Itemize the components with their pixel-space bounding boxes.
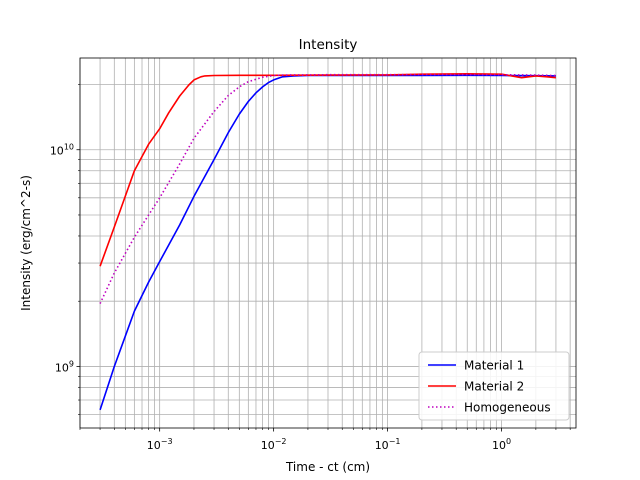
chart-title: Intensity	[299, 37, 358, 53]
legend-label-material-2: Material 2	[464, 380, 524, 394]
legend-box	[418, 351, 570, 421]
legend-label-homogeneous: Homogeneous	[464, 401, 551, 415]
x-tick-label: 10−1	[375, 437, 401, 452]
y-tick-label: 1010	[50, 143, 74, 158]
series-line-material-1	[99, 74, 556, 411]
legend-label-material-1: Material 1	[464, 359, 524, 373]
series-line-material-2	[99, 73, 556, 267]
series-line-homogeneous	[99, 73, 556, 304]
x-tick-label: 100	[492, 437, 511, 452]
ticks	[76, 84, 571, 432]
legend: Material 1 Material 2 Homogeneous	[418, 351, 570, 421]
x-tick-label: 10−3	[147, 437, 173, 452]
series-layer	[99, 73, 556, 411]
x-axis-label: Time - ct (cm)	[285, 460, 370, 474]
tick-labels: 10−3 10−2 10−1 100 109 1010	[50, 143, 511, 452]
y-tick-label: 109	[55, 359, 74, 374]
y-axis-label: Intensity (erg/cm^2-s)	[19, 175, 33, 311]
x-tick-label: 10−2	[261, 437, 287, 452]
